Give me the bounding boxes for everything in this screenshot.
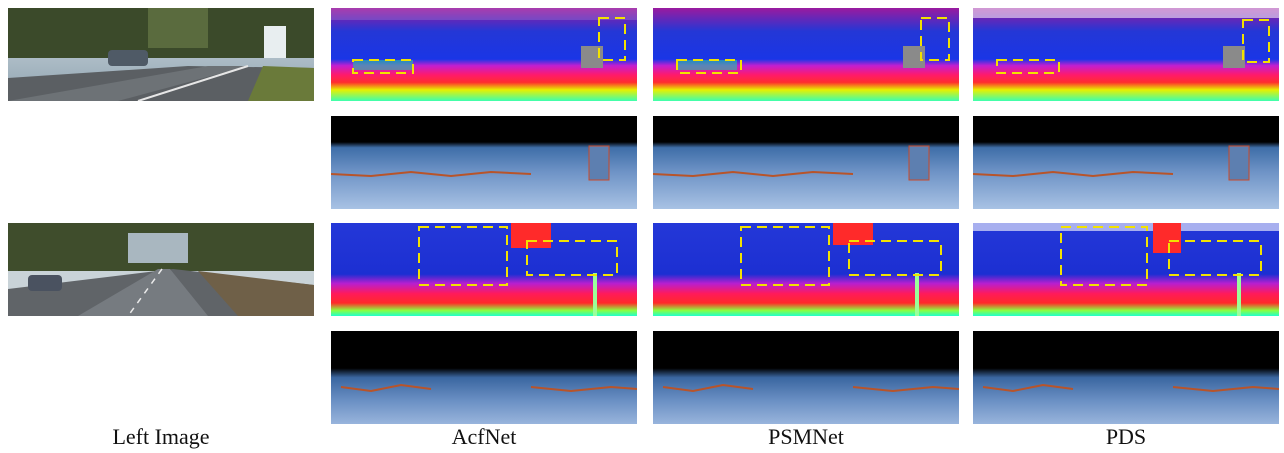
pds-error-map-2 bbox=[973, 331, 1279, 424]
psmnet-error-map-2 bbox=[653, 331, 959, 424]
acfnet-error-map-1 bbox=[331, 116, 637, 209]
psmnet-disparity-1 bbox=[653, 8, 959, 101]
psmnet-error-map-1 bbox=[653, 116, 959, 209]
caption-psmnet: PSMNet bbox=[768, 424, 844, 449]
left-image-2 bbox=[8, 223, 314, 316]
caption-acfnet: AcfNet bbox=[451, 424, 517, 449]
psmnet-disparity-2 bbox=[653, 223, 959, 316]
acfnet-error-map-2 bbox=[331, 331, 637, 424]
pds-error-map-1 bbox=[973, 116, 1279, 209]
acfnet-disparity-2 bbox=[331, 223, 637, 316]
caption-pds: PDS bbox=[1105, 424, 1147, 449]
pds-disparity-2 bbox=[973, 223, 1279, 316]
acfnet-disparity-1 bbox=[331, 8, 637, 101]
left-image-1 bbox=[8, 8, 314, 101]
pds-disparity-1 bbox=[973, 8, 1279, 101]
caption-left-image: Left Image bbox=[112, 424, 210, 449]
